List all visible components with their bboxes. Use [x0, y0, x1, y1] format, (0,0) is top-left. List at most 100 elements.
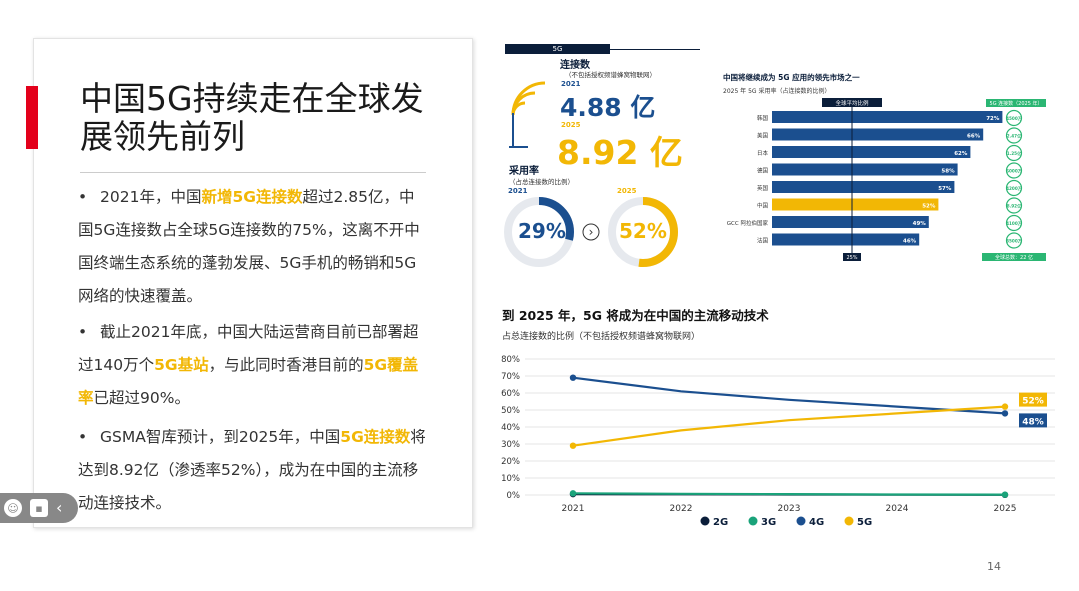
title-accent-bar: [26, 86, 38, 149]
average-label-box: [822, 98, 882, 107]
bar-country-label: 日本: [757, 149, 769, 157]
average-label: 全球平均比例: [835, 99, 869, 107]
bullet-text: 已超过90%。: [93, 389, 190, 407]
bullet-text: 将达到8.92亿（渗透率52%），成为在中国的主流移动连接技术。: [78, 428, 426, 512]
bar-country-label: 德国: [757, 167, 769, 175]
series-point-3G: [1001, 491, 1009, 498]
y-tick-label: 30%: [501, 440, 520, 450]
highlight-text: 新增5G连接数: [201, 188, 303, 206]
x-tick-label: 2025: [994, 504, 1017, 514]
end-label-box-4G: [1019, 413, 1047, 428]
highlight-text: 5G覆盖率: [78, 356, 419, 407]
bar-value-label: 62%: [954, 151, 968, 157]
line-chart-title: 到 2025 年，5G 将成为在中国的主流移动技术: [502, 308, 769, 323]
legend-marker-2G: [700, 516, 710, 526]
country-bar: [772, 146, 971, 158]
legend-label-2G: 2G: [713, 517, 728, 528]
connections-bubble-label: 1.25亿: [1007, 150, 1022, 157]
series-point-5G: [1001, 403, 1009, 410]
signal-tower-icon: [509, 81, 546, 148]
connections-bubble: [1005, 144, 1023, 162]
bar-country-label: 中国: [757, 202, 769, 210]
series-line-4G: [572, 376, 1006, 415]
text-card: [33, 38, 473, 528]
connections-bubble-label: 8.92亿: [1007, 203, 1022, 210]
adoption-donuts: ›: [504, 197, 678, 267]
x-tick-label: 2024: [886, 504, 909, 514]
bar-country-label: GCC 阿拉伯国家: [727, 219, 769, 227]
adoption-year-2025: 2025: [617, 187, 637, 195]
connections-bubble-label: 4100万: [1006, 220, 1023, 227]
line-chart-subtitle: 占总连接数的比例（不包括授权频谱蜂窝物联网）: [502, 332, 701, 342]
adoption-title: 采用率: [509, 166, 539, 177]
bullet-paragraph-3: • GSMA智库预计，到2025年，中国5G连接数将达到8.92亿（渗透率52%）…: [78, 421, 428, 520]
legend-label-4G: 4G: [809, 517, 824, 528]
bullet-dot: •: [78, 323, 88, 341]
y-tick-label: 60%: [501, 389, 520, 399]
bar-country-label: 美国: [757, 132, 769, 140]
connections-year-2021: 2021: [561, 80, 581, 88]
legend-marker-5G: [844, 516, 854, 526]
bar-value-label: 52%: [922, 204, 936, 210]
bullet-text: 2021年，中国: [100, 188, 202, 206]
bar-chart-title: 中国将继续成为 5G 应用的领先市场之一: [723, 73, 860, 82]
page-number: 14: [987, 560, 1001, 573]
series-point-5G: [569, 442, 577, 449]
country-bar: [772, 111, 1003, 123]
y-tick-label: 50%: [501, 406, 520, 416]
connections-bubble: [1005, 197, 1023, 214]
bar-chart-subtitle: 2025 年 5G 采用率（占连接数的比例）: [723, 88, 831, 95]
donut-2025-label: 52%: [619, 219, 667, 243]
adoption-subtitle: （占总连接数的比例）: [509, 178, 574, 186]
bullet-text: ，与此同时香港目前的: [208, 356, 364, 374]
connections-header: 5G 连接数（2025 年）: [990, 100, 1043, 107]
series-point-3G: [569, 490, 577, 497]
smile-icon[interactable]: ☺: [4, 499, 22, 517]
average-value-label: 25%: [846, 255, 857, 261]
connections-bubble: [1005, 127, 1023, 144]
bar-value-label: 49%: [913, 221, 927, 227]
bullet-paragraph-2: • 截止2021年底，中国大陆运营商目前已部署超过140万个5G基站，与此同时香港…: [78, 316, 428, 415]
connections-year-2025: 2025: [561, 121, 581, 129]
bar-country-label: 法国: [757, 237, 769, 245]
bullet-text: GSMA智库预计，到2025年，中国: [100, 428, 341, 446]
connections-bubble: [1005, 109, 1023, 127]
bar-value-label: 66%: [967, 134, 981, 140]
bullet-text: 截止2021年底，中国大陆运营商目前已部署超过140万个: [78, 323, 419, 374]
bar-value-label: 57%: [938, 186, 952, 192]
collapse-arrow-icon[interactable]: ‹: [56, 498, 63, 517]
average-value-box: [843, 253, 861, 261]
connections-bubble-label: 6000万: [1006, 168, 1023, 175]
legend-label-5G: 5G: [857, 517, 872, 528]
end-label-4G: 48%: [1022, 417, 1044, 427]
section-tag-line: [610, 49, 700, 50]
connections-value-2021: 4.88 亿: [560, 93, 656, 122]
connections-footer: 全球总数：22 亿: [995, 254, 1033, 261]
connections-footer-box: [982, 253, 1046, 261]
connections-value-2025: 8.92 亿: [557, 133, 683, 172]
bullet-text: 超过2.85亿，中国5G连接数占全球5G连接数的75%，这离不开中国终端生态系统…: [78, 188, 420, 305]
x-tick-label: 2022: [670, 504, 693, 514]
connections-subtitle: （不包括授权频谱蜂窝物联网）: [565, 71, 656, 79]
y-tick-label: 10%: [501, 474, 520, 484]
connections-title: 连接数: [560, 60, 590, 71]
country-bar: [772, 233, 920, 246]
donut-2021-arc: [504, 197, 574, 267]
connections-header-box: [986, 99, 1046, 107]
connections-bubble-label: 4500万: [1006, 115, 1023, 122]
connections-bubble: [1005, 214, 1023, 232]
title-divider: [80, 172, 426, 173]
bullet-dot: •: [78, 188, 88, 206]
country-bar: [772, 163, 958, 176]
series-point-4G: [569, 374, 577, 381]
highlight-text: 5G基站: [154, 356, 209, 374]
series-line-3G: [572, 492, 1006, 496]
country-bar: [772, 128, 984, 141]
y-tick-label: 20%: [501, 457, 520, 467]
series-point-4G: [1001, 410, 1009, 417]
bullet-paragraph-1: • 2021年，中国新增5G连接数超过2.85亿，中国5G连接数占全球5G连接数的…: [78, 181, 428, 313]
country-bar: [772, 198, 939, 211]
bar-value-label: 46%: [903, 239, 917, 245]
comment-icon[interactable]: ▪: [30, 499, 48, 517]
